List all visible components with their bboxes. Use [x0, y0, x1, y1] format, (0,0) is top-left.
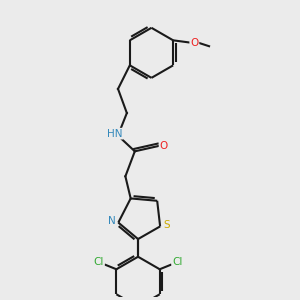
- Text: O: O: [160, 141, 168, 151]
- Text: O: O: [190, 38, 199, 48]
- Text: Cl: Cl: [172, 257, 183, 267]
- Text: S: S: [163, 220, 170, 230]
- Text: N: N: [108, 216, 116, 226]
- Text: HN: HN: [107, 129, 123, 139]
- Text: Cl: Cl: [94, 257, 104, 267]
